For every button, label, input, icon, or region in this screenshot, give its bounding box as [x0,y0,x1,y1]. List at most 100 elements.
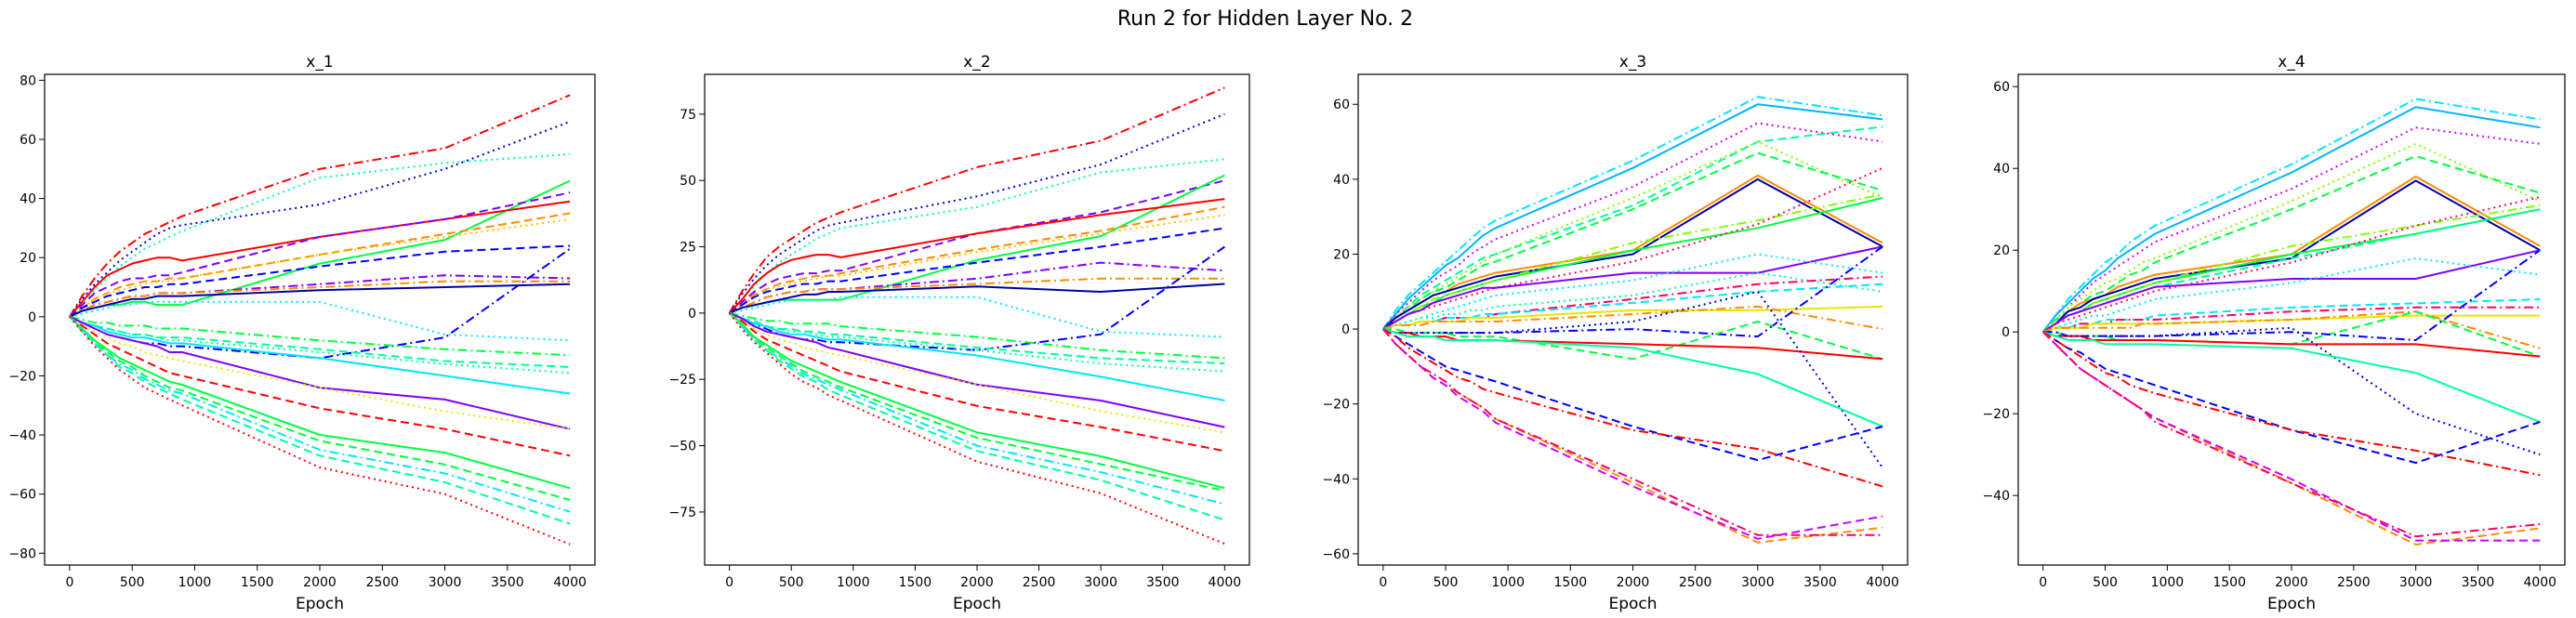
series-line-5 [2041,155,2541,333]
series-line-2 [728,112,1225,314]
series-line-21 [729,312,1225,453]
y-tick-label: 60 [20,133,36,148]
series-line-3 [2041,126,2541,333]
x-tick-label: 4000 [1209,575,1242,590]
series-line-24 [1382,328,1883,462]
series-line-18 [1382,305,1883,331]
series-line-18 [729,311,1225,401]
subplots: 0 500 1000 1500 2000 2500 3000 3500 4000−80−60−4… [8,53,2566,613]
series-line-3 [728,158,1225,314]
subplot-title: x_4 [2278,53,2305,72]
series-line-7 [729,205,1225,314]
series-line-8 [1382,178,1883,330]
series-line-22 [728,312,1225,490]
x-axis-label: Epoch [1608,595,1657,613]
x-tick-label: 4000 [553,575,587,590]
x-tick-label: 0 [2039,575,2047,590]
x-tick-label: 2000 [303,575,337,590]
series-line-1 [2041,98,2541,333]
y-tick-label: 20 [20,251,36,266]
y-tick-label: −40 [1322,472,1350,487]
series-line-4 [2041,142,2541,333]
y-tick-label: −75 [668,506,696,520]
series-line-14 [69,300,571,342]
x-tick-label: 3500 [1146,575,1180,590]
series-line-17 [729,311,1225,373]
series-line-15 [69,315,571,357]
figure-title: Run 2 for Hidden Layer No. 2 [1117,7,1413,31]
series-line-7 [69,212,571,318]
series-line-26 [2041,331,2541,542]
series-line-23 [728,312,1225,493]
x-tick-label: 500 [779,575,804,590]
series-line-19 [729,311,1225,428]
y-tick-label: −80 [8,546,36,561]
series-line-24 [728,312,1225,506]
series-line-13 [1382,253,1883,331]
y-tick-label: −40 [8,428,36,443]
series-line-15 [729,311,1225,360]
subplot-x_1: 0 500 1000 1500 2000 2500 3000 3500 4000 −80 −60 −4… [8,53,596,613]
series-line-4 [728,179,1225,314]
x-tick-label: 2000 [1617,575,1650,590]
y-tick-label: −50 [668,440,696,454]
y-tick-label: 25 [680,241,696,256]
series-line-2 [1382,103,1883,330]
series-line-6 [728,198,1225,314]
series-line-12 [729,283,1225,314]
x-tick-label: 3000 [429,575,462,590]
series-line-3 [69,152,571,318]
x-tick-label: 1500 [241,575,274,590]
series-line-12 [1382,245,1883,330]
series-line-26 [69,316,571,546]
series-line-28 [1382,328,1883,536]
series-line-22 [2042,331,2541,423]
series-line-1 [728,86,1225,314]
series-line-9 [2042,204,2541,334]
x-tick-label: 3000 [2399,575,2433,590]
x-tick-label: 2500 [1023,575,1056,590]
series-line-16 [1382,283,1883,331]
x-tick-label: 1000 [1491,575,1525,590]
x-tick-label: 3000 [1084,575,1117,590]
series-line-12 [2042,196,2541,334]
y-tick-label: 40 [1333,173,1350,188]
x-tick-label: 4000 [2523,575,2556,590]
x-tick-label: 4000 [1866,575,1899,590]
series-line-6 [69,191,571,318]
series-line-14 [729,296,1225,338]
x-tick-label: 1500 [2213,575,2246,590]
series-line-3 [1382,122,1883,330]
x-tick-label: 1000 [178,575,212,590]
series-line-1 [69,94,571,318]
series-line-11 [2042,249,2541,334]
x-tick-label: 1500 [1554,575,1588,590]
y-tick-label: 0 [1341,322,1350,337]
x-tick-label: 0 [725,575,733,590]
subplot-title: x_2 [963,53,990,72]
series-line-24 [2042,331,2541,477]
series-line-11 [1382,166,1883,330]
x-tick-label: 2500 [1679,575,1712,590]
series-line-20 [1382,321,1883,361]
x-axis-label: Epoch [296,595,344,613]
y-tick-label: 20 [1993,243,2010,258]
axes-frame [44,73,596,566]
y-tick-label: −60 [1322,547,1350,562]
series-line-19 [69,315,571,430]
y-tick-label: 0 [2001,325,2010,340]
y-tick-label: 50 [680,174,696,189]
subplot-title: x_3 [1619,53,1646,72]
series-line-25 [2041,331,2541,546]
series-line-18 [69,315,571,395]
x-axis-label: Epoch [2267,595,2316,613]
y-tick-label: −20 [1322,398,1350,413]
x-tick-label: 3500 [2462,575,2495,590]
series-line-5 [1382,140,1883,330]
subplot-title: x_1 [306,53,333,72]
x-tick-label: 0 [65,575,73,590]
y-tick-label: −20 [1982,407,2010,422]
series-line-27 [2041,331,2541,538]
y-tick-label: 40 [1993,162,2010,177]
